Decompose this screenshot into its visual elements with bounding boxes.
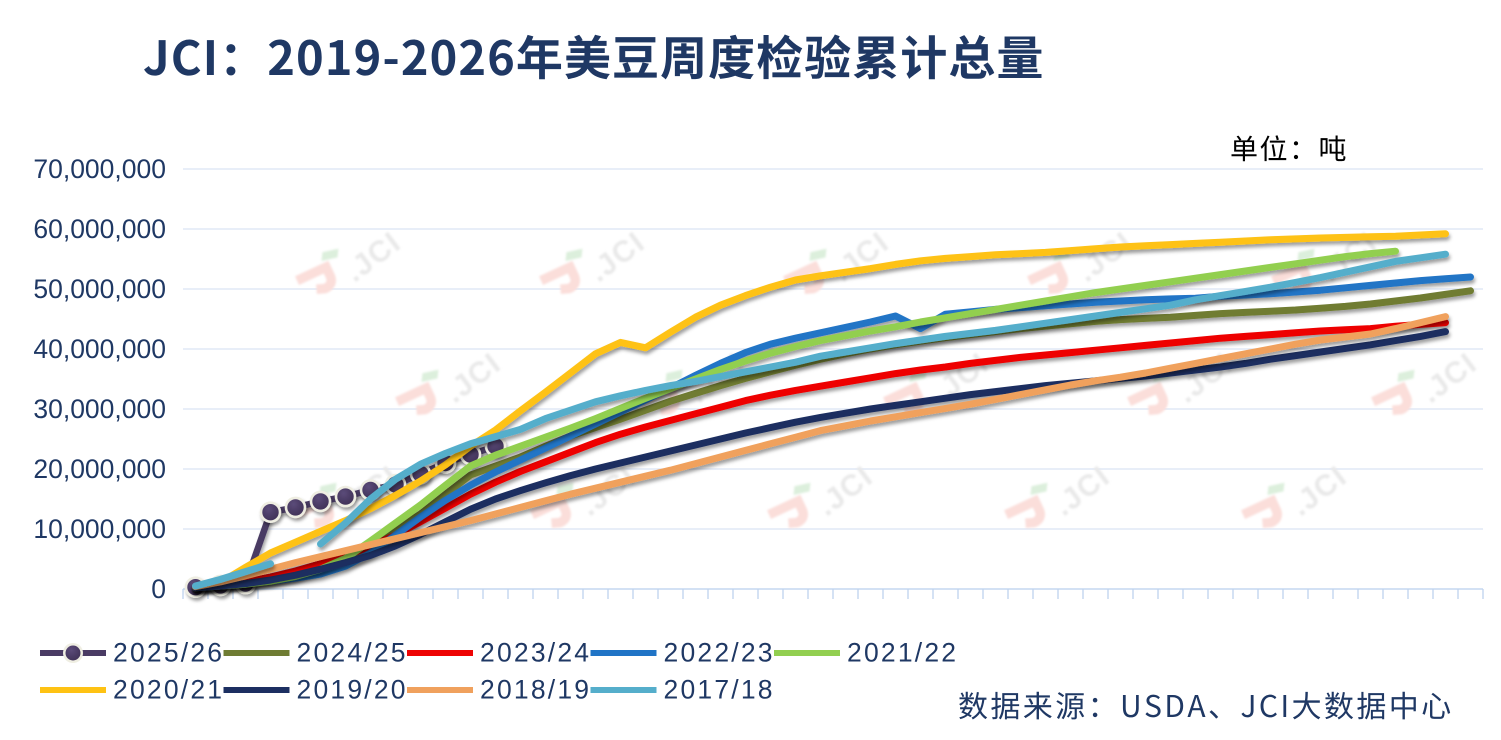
svg-text:40,000,000: 40,000,000	[33, 334, 166, 364]
svg-text:2023/24: 2023/24	[480, 638, 591, 668]
svg-text:60,000,000: 60,000,000	[33, 214, 166, 244]
svg-text:10,000,000: 10,000,000	[33, 514, 166, 544]
svg-text:2021/22: 2021/22	[847, 638, 958, 668]
svg-text:2020/21: 2020/21	[113, 675, 224, 705]
svg-text:2017/18: 2017/18	[664, 675, 775, 705]
svg-text:2022/23: 2022/23	[664, 638, 775, 668]
svg-text:2024/25: 2024/25	[297, 638, 408, 668]
svg-text:30,000,000: 30,000,000	[33, 394, 166, 424]
svg-text:70,000,000: 70,000,000	[33, 154, 166, 184]
svg-text:0: 0	[151, 574, 166, 604]
svg-text:50,000,000: 50,000,000	[33, 274, 166, 304]
svg-text:2025/26: 2025/26	[113, 638, 224, 668]
svg-text:2019/20: 2019/20	[297, 675, 408, 705]
svg-text:20,000,000: 20,000,000	[33, 454, 166, 484]
svg-text:2018/19: 2018/19	[480, 675, 591, 705]
